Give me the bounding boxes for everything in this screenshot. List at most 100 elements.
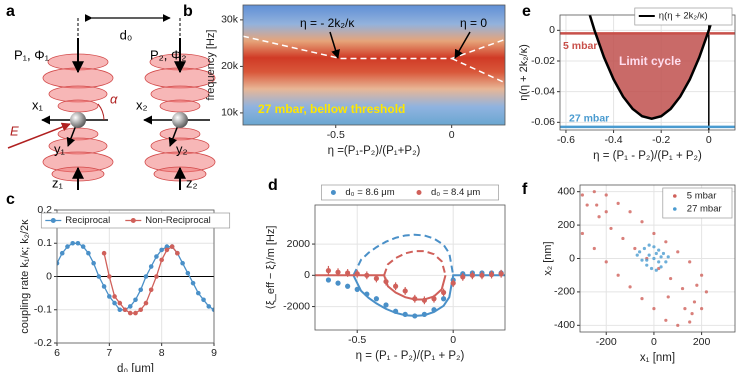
- power-label: P₁, Φ₁: [14, 47, 50, 62]
- plot-area: [560, 15, 735, 130]
- point: [450, 280, 456, 286]
- point: [664, 240, 668, 244]
- x-tick-label: -0.2: [652, 134, 670, 146]
- point: [633, 246, 637, 251]
- point: [661, 251, 666, 256]
- point: [354, 286, 360, 292]
- y-axis-label: coupling rate k₁/κ; k₂/2κ: [19, 219, 31, 334]
- point: [57, 260, 60, 266]
- point: [335, 269, 341, 275]
- model-curve: [383, 250, 447, 276]
- point: [652, 231, 656, 236]
- panel-label: f: [522, 181, 528, 198]
- point: [421, 297, 427, 303]
- point: [138, 287, 144, 293]
- point: [592, 246, 596, 251]
- point: [604, 210, 608, 214]
- point: [649, 266, 654, 271]
- point: [647, 243, 651, 247]
- point: [175, 250, 180, 256]
- point: [364, 272, 370, 278]
- y-axis-label: x₂ [nm]: [542, 241, 554, 275]
- legend: 5 mbar 27 mbar: [662, 187, 733, 219]
- x-axis-label: x₁ [nm]: [640, 352, 675, 364]
- y-tick-label: -200: [554, 286, 575, 298]
- point: [664, 260, 668, 264]
- model-curve: [352, 233, 455, 276]
- point: [666, 255, 670, 259]
- legend: d₀ = 8.6 μm d₀ = 8.4 μm: [321, 184, 499, 201]
- power-label: P₂, Φ₂: [150, 47, 186, 62]
- point: [645, 258, 649, 262]
- point: [65, 244, 70, 249]
- point: [498, 271, 504, 277]
- point: [70, 240, 75, 246]
- point: [402, 288, 408, 294]
- annotation-arrow: [454, 31, 471, 59]
- point: [659, 265, 663, 269]
- point: [373, 296, 380, 302]
- point: [640, 296, 644, 301]
- x-tick-label: -0.5: [348, 334, 366, 346]
- x-axis-label: η =(P₁-P₂)/(P₁+P₂): [328, 145, 421, 157]
- point: [107, 274, 112, 279]
- y-axis-label: η(η + 2k₂/κ): [518, 44, 530, 101]
- trap: [41, 38, 114, 190]
- point: [645, 263, 649, 267]
- field-arrow: [7, 122, 71, 149]
- y-axis-label: ⟨ξ_eff − ξ⟩/m [Hz]: [265, 226, 277, 310]
- point: [595, 203, 599, 207]
- x-tick-label: 0: [449, 129, 455, 141]
- panel-label: e: [522, 3, 531, 20]
- model-curve: [315, 274, 447, 301]
- point: [616, 201, 620, 205]
- panel-label: d: [268, 177, 278, 194]
- plot-frame: [242, 4, 506, 126]
- grid: [315, 205, 505, 330]
- point: [580, 193, 584, 197]
- point: [640, 258, 644, 262]
- point: [692, 300, 697, 304]
- legend-box: [662, 187, 733, 219]
- plot-area: [57, 240, 214, 316]
- point: [383, 302, 389, 308]
- point: [335, 280, 341, 286]
- beam: [57, 99, 99, 113]
- point: [652, 256, 656, 261]
- point: [345, 270, 351, 276]
- point: [440, 289, 447, 296]
- point: [688, 320, 692, 324]
- point: [164, 244, 170, 249]
- point: [680, 286, 685, 291]
- point: [211, 307, 214, 313]
- legend-label: η(η + 2k₂/κ): [659, 11, 708, 22]
- point: [143, 300, 149, 306]
- legend-label: 5 mbar: [687, 191, 717, 202]
- point: [479, 272, 485, 278]
- legend-label: Reciprocal: [65, 215, 110, 226]
- legend-box: [321, 184, 499, 201]
- y-tick-label: 2000: [287, 238, 311, 250]
- axis-label: y₂: [176, 141, 188, 156]
- point: [393, 308, 399, 314]
- point: [580, 231, 584, 236]
- x-tick-label: 0: [450, 334, 456, 346]
- point: [127, 310, 133, 316]
- annotation: 27 mbar, bellow threshold: [258, 102, 405, 116]
- y-tick-label: -0.06: [531, 116, 555, 128]
- point: [640, 220, 644, 224]
- point: [75, 240, 81, 246]
- y-tick-label: -0.2: [34, 337, 52, 349]
- point: [159, 247, 164, 253]
- legend-label: d₀ = 8.6 μm: [345, 187, 394, 198]
- x-axis-label: d₀ [μm]: [117, 363, 154, 372]
- y-tick-label: 0: [304, 269, 310, 281]
- legend-swatch: [416, 190, 422, 195]
- point: [59, 250, 65, 256]
- plot-frame: [56, 209, 215, 344]
- point: [148, 264, 154, 269]
- point: [659, 255, 663, 259]
- point: [642, 246, 646, 251]
- point: [700, 307, 704, 311]
